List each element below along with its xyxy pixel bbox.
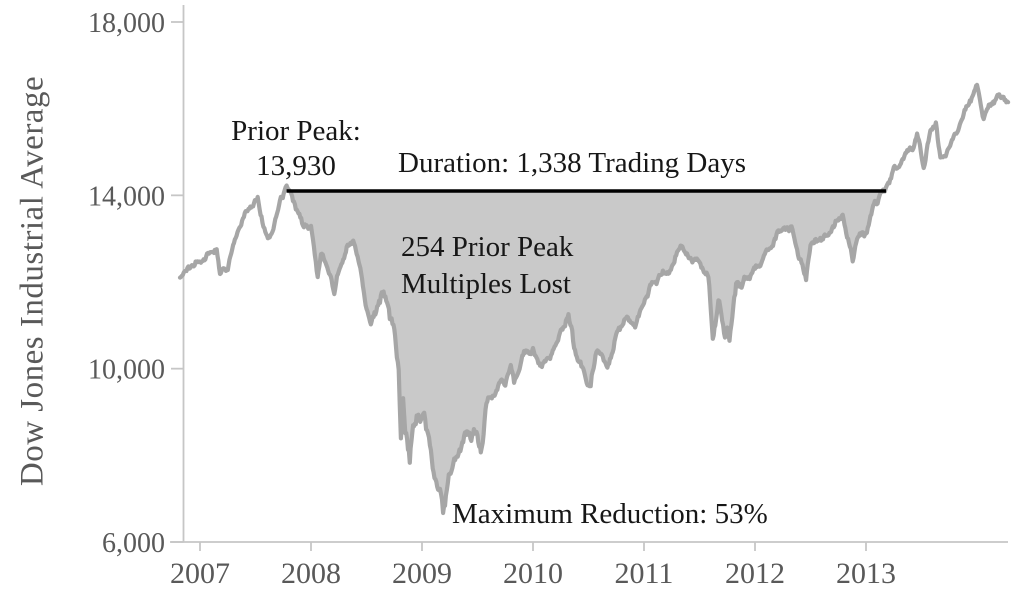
y-axis-title: Dow Jones Industrial Average xyxy=(14,75,51,487)
annotation-multiples-lost-line2: Multiples Lost xyxy=(401,268,571,300)
x-tick-label: 2011 xyxy=(615,557,674,590)
annotation-multiples-lost-line1: 254 Prior Peak xyxy=(401,231,574,263)
x-tick-label: 2009 xyxy=(392,557,452,590)
annotation-prior-peak: Prior Peak: 13,930 xyxy=(196,114,396,184)
annotation-prior-peak-label: Prior Peak: xyxy=(231,115,361,147)
annotation-duration: Duration: 1,338 Trading Days xyxy=(398,147,746,179)
x-tick-label: 2012 xyxy=(725,557,785,590)
y-tick-label: 6,000 xyxy=(102,528,165,559)
y-tick-label: 14,000 xyxy=(88,181,165,212)
djia-price-line xyxy=(177,82,1011,516)
annotation-max-reduction: Maximum Reduction: 53% xyxy=(452,498,768,530)
drawdown-fill-area xyxy=(286,191,887,513)
x-tick-label: 2010 xyxy=(503,557,563,590)
annotation-prior-peak-value: 13,930 xyxy=(256,150,336,182)
annotation-multiples-lost: 254 Prior Peak Multiples Lost xyxy=(401,229,573,303)
y-tick-label: 10,000 xyxy=(88,355,165,386)
x-tick-label: 2007 xyxy=(170,557,230,590)
x-tick-label: 2008 xyxy=(281,557,341,590)
y-tick-label: 18,000 xyxy=(88,8,165,39)
x-tick-label: 2013 xyxy=(836,557,896,590)
axes: 6,000 10,000 14,000 18,000 2007 2008 2009 2010 2… xyxy=(88,5,1008,590)
